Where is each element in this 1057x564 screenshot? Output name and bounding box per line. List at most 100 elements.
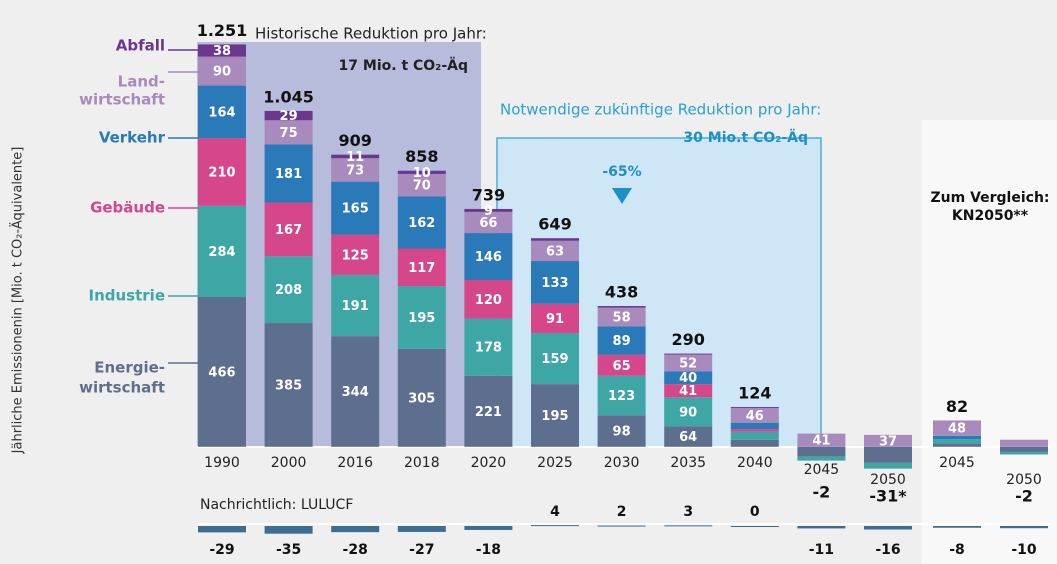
bar-segment bbox=[933, 439, 981, 444]
bar-segment bbox=[864, 462, 912, 469]
x-tick-label: 2000 bbox=[271, 455, 307, 471]
bar-segment bbox=[531, 333, 579, 385]
bar-segment bbox=[797, 433, 846, 447]
bar-segment bbox=[464, 279, 513, 319]
bar-segment bbox=[864, 446, 912, 463]
segment-label: 195 bbox=[541, 409, 568, 424]
lulucf-bar bbox=[797, 526, 846, 529]
total-label: 124 bbox=[738, 383, 771, 402]
bar-segment bbox=[597, 375, 646, 416]
bar-segment bbox=[531, 303, 579, 334]
bar-segment bbox=[531, 240, 579, 262]
bar-segment bbox=[464, 211, 513, 234]
legend-label: Energie- bbox=[94, 359, 165, 377]
bar-segment bbox=[730, 429, 779, 432]
lulucf-label: 3 bbox=[683, 504, 693, 520]
segment-label: 162 bbox=[408, 216, 435, 231]
x-tick-label: 2020 bbox=[471, 455, 507, 471]
x-tick-label: 2016 bbox=[337, 455, 373, 471]
segment-label: 466 bbox=[208, 365, 235, 380]
comparison-panel bbox=[922, 120, 1057, 564]
x-tick-label: 2040 bbox=[737, 455, 773, 471]
x-tick-label: 1990 bbox=[204, 455, 240, 471]
total-label: -2 bbox=[813, 483, 831, 502]
lulucf-title: Nachrichtlich: LULUCF bbox=[200, 497, 353, 513]
segment-label: 75 bbox=[280, 126, 298, 141]
comparison-title: Zum Vergleich: bbox=[930, 190, 1049, 206]
segment-label: 344 bbox=[342, 385, 369, 400]
segment-label: 11 bbox=[346, 150, 364, 165]
segment-label: 89 bbox=[613, 334, 631, 349]
total-label: 438 bbox=[605, 283, 638, 302]
segment-label: 167 bbox=[275, 223, 302, 238]
bar-segment bbox=[331, 181, 380, 235]
lulucf-bar bbox=[1000, 526, 1048, 529]
bar-segment bbox=[198, 297, 246, 447]
bar-segment bbox=[464, 318, 513, 376]
segment-label: 48 bbox=[948, 422, 966, 437]
segment-label: 385 bbox=[275, 378, 302, 393]
segment-label: 181 bbox=[275, 167, 302, 182]
segment-label: 41 bbox=[679, 384, 697, 399]
bar-segment bbox=[730, 407, 779, 423]
segment-label: 125 bbox=[342, 248, 369, 263]
total-label: 82 bbox=[946, 397, 968, 416]
historic-title: Historische Reduktion pro Jahr: bbox=[255, 25, 487, 43]
segment-label: 29 bbox=[280, 109, 298, 124]
lulucf-bar bbox=[597, 525, 646, 527]
segment-label: 305 bbox=[408, 391, 435, 406]
bar-segment bbox=[264, 110, 313, 121]
lulucf-bar bbox=[331, 526, 380, 533]
segment-label: 195 bbox=[408, 311, 435, 326]
bar-segment bbox=[397, 196, 446, 249]
bar-segment bbox=[331, 336, 380, 447]
segment-label: 284 bbox=[208, 245, 235, 260]
y-axis-label: Jährliche Emissionenin [Mio. t CO₂-Äquiv… bbox=[10, 147, 26, 455]
segment-label: 40 bbox=[679, 371, 697, 386]
bar-segment bbox=[1000, 439, 1048, 447]
bar-segment bbox=[864, 434, 912, 447]
segment-label: 90 bbox=[679, 405, 697, 420]
bar-segment bbox=[264, 256, 313, 324]
bar-segment bbox=[198, 138, 246, 206]
lulucf-bar bbox=[464, 526, 513, 530]
total-label: 858 bbox=[405, 147, 438, 166]
segment-label: 120 bbox=[475, 293, 502, 308]
bar-segment bbox=[397, 248, 446, 287]
x-tick-label: 2045 bbox=[939, 455, 975, 471]
x-tick-label: 2050 bbox=[1006, 472, 1042, 488]
bar-segment bbox=[664, 384, 713, 398]
lulucf-label: -35 bbox=[276, 542, 301, 558]
segment-label: 66 bbox=[479, 216, 497, 231]
reduction-label: -65% bbox=[602, 164, 641, 180]
bar-segment bbox=[597, 307, 646, 327]
segment-label: 133 bbox=[541, 276, 568, 291]
segment-label: 70 bbox=[413, 179, 431, 194]
bar-segment bbox=[464, 375, 513, 447]
lulucf-bar bbox=[933, 526, 981, 528]
bar-segment bbox=[1000, 446, 1048, 452]
lulucf-bar bbox=[730, 526, 779, 527]
bar-segment bbox=[1000, 451, 1048, 455]
bar-segment bbox=[730, 439, 779, 447]
segment-label: 164 bbox=[208, 105, 235, 120]
total-label: 649 bbox=[538, 215, 571, 234]
bar-segment bbox=[597, 306, 646, 308]
bar-segment bbox=[933, 435, 981, 440]
segment-label: 64 bbox=[679, 430, 697, 445]
total-label: -31* bbox=[869, 487, 907, 506]
future-value: 30 Mio.t CO₂-Äq bbox=[683, 129, 808, 146]
segment-label: 90 bbox=[213, 65, 231, 80]
bar-segment bbox=[331, 154, 380, 159]
total-label: 909 bbox=[338, 131, 371, 150]
bar-segment bbox=[264, 144, 313, 203]
legend-label: Land- bbox=[118, 73, 165, 91]
legend-label: Gebäude bbox=[90, 199, 165, 217]
bar-segment bbox=[664, 371, 713, 385]
x-tick-label: 2025 bbox=[537, 455, 573, 471]
lulucf-label: -11 bbox=[809, 542, 834, 558]
bar-segment bbox=[664, 426, 713, 447]
bar-segment bbox=[198, 56, 246, 86]
segment-label: 10 bbox=[413, 166, 431, 181]
